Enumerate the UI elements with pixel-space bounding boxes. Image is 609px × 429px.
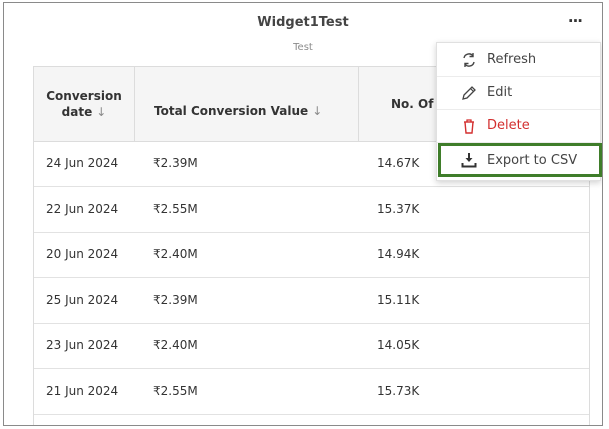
cell-date: 21 Jun 2024 <box>46 384 119 398</box>
cell-date: 23 Jun 2024 <box>46 338 119 352</box>
cell-count: 15.37K <box>377 202 420 216</box>
cell-value: ₹2.39M <box>153 156 198 170</box>
cell-date: 24 Jun 2024 <box>46 156 119 170</box>
menu-item-refresh[interactable]: Refresh <box>437 43 600 77</box>
widget-title: Widget1Test <box>257 15 349 30</box>
menu-item-label: Refresh <box>487 52 537 67</box>
cell-value: ₹2.40M <box>153 247 198 261</box>
column-header-label: date <box>61 105 93 119</box>
cell-value: ₹2.40M <box>153 338 198 352</box>
download-icon <box>461 152 477 168</box>
widget-options-menu: Refresh Edit Delete Export to CSV <box>436 42 602 181</box>
column-header-label: Total Conversion Value <box>154 104 309 118</box>
sort-arrow-icon[interactable]: ↓ <box>312 104 323 118</box>
column-header-label: No. Of <box>391 97 434 111</box>
trash-icon <box>461 118 477 134</box>
menu-item-export-csv[interactable]: Export to CSV <box>438 143 602 177</box>
pencil-icon <box>461 85 477 101</box>
menu-item-label: Export to CSV <box>487 152 578 168</box>
cell-count: 14.05K <box>377 338 420 352</box>
table-row: 21 Jun 2024 ₹2.55M 15.73K <box>34 369 589 415</box>
menu-item-edit[interactable]: Edit <box>437 76 600 110</box>
cell-date: 25 Jun 2024 <box>46 293 119 307</box>
refresh-icon <box>461 52 477 68</box>
menu-item-delete[interactable]: Delete <box>437 109 600 143</box>
widget-frame: Widget1Test Test ··· Conversion date ↓ To… <box>3 2 603 426</box>
column-header-no-of[interactable]: No. Of <box>359 67 459 141</box>
column-header-conversion-date[interactable]: Conversion date ↓ <box>34 67 135 141</box>
more-options-button[interactable]: ··· <box>567 12 583 30</box>
cell-date: 20 Jun 2024 <box>46 247 119 261</box>
cell-date: 22 Jun 2024 <box>46 202 119 216</box>
cell-value: ₹2.39M <box>153 293 198 307</box>
cell-count: 15.73K <box>377 384 420 398</box>
cell-count: 14.67K <box>377 156 420 170</box>
menu-item-label: Edit <box>487 85 513 100</box>
table-row: 25 Jun 2024 ₹2.39M 15.11K <box>34 278 589 324</box>
column-header-total-conversion-value[interactable]: Total Conversion Value ↓ <box>135 67 359 141</box>
sort-arrow-icon[interactable]: ↓ <box>96 105 107 119</box>
table-row: 20 Jun 2024 ₹2.40M 14.94K <box>34 232 589 278</box>
cell-value: ₹2.55M <box>153 384 198 398</box>
cell-value: ₹2.55M <box>153 202 198 216</box>
cell-count: 15.11K <box>377 293 420 307</box>
table-row: 24 Jun 2024 ₹2.39M 14.67K <box>34 141 589 187</box>
table-row: 23 Jun 2024 ₹2.40M 14.05K <box>34 323 589 369</box>
widget-subtitle: Test <box>293 42 313 53</box>
cell-count: 14.94K <box>377 247 420 261</box>
menu-item-label: Delete <box>487 118 530 133</box>
table-row: 22 Jun 2024 ₹2.55M 15.37K <box>34 187 589 233</box>
column-header-label: Conversion <box>46 89 122 103</box>
